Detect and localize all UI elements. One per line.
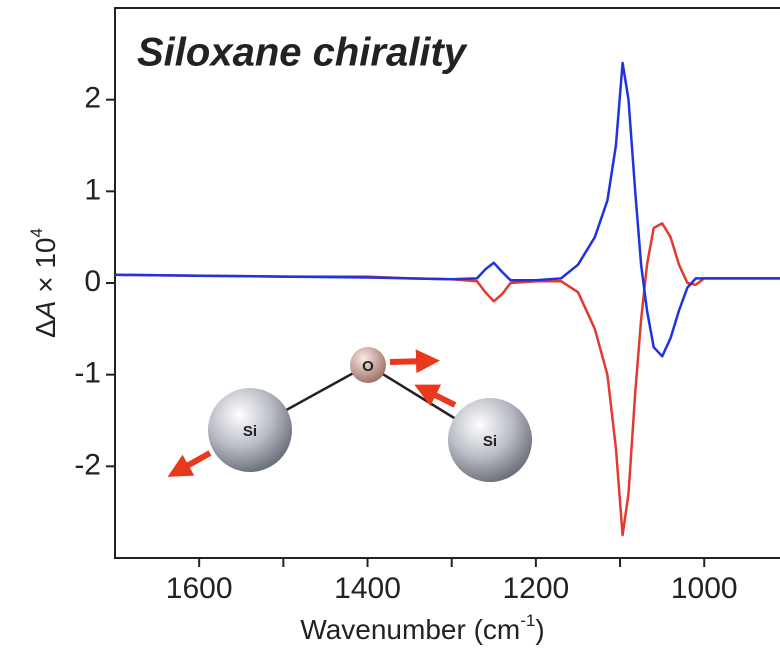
atom-label: Si — [483, 433, 497, 450]
molecule: Si O Si — [167, 347, 532, 482]
y-axis-label: ΔA × 104 — [27, 228, 61, 338]
y-axis-label-part: 4 — [27, 228, 46, 237]
atom-label: O — [362, 358, 374, 375]
x-axis-label-part: -1 — [520, 611, 535, 630]
y-axis-label-part: A — [30, 301, 61, 322]
y-tick-label: 0 — [84, 265, 101, 298]
x-axis-label-part: ) — [535, 614, 544, 645]
atom — [448, 398, 532, 482]
axis-frame — [114, 7, 780, 559]
x-tick-label: 1000 — [671, 572, 738, 605]
y-tick-label: -2 — [74, 448, 101, 481]
x-tick-label: 1400 — [334, 572, 401, 605]
x-tick-label: 1200 — [503, 572, 570, 605]
y-axis-label-part: × 10 — [30, 238, 61, 301]
spectrum-line — [114, 222, 780, 537]
x-tick-label: 1600 — [166, 572, 233, 605]
y-tick-label: -1 — [74, 357, 101, 390]
atom-label: Si — [243, 423, 257, 440]
y-axis-label-part: Δ — [30, 319, 61, 338]
y-tick-label: 1 — [84, 173, 101, 206]
arrow — [389, 349, 440, 374]
arrow — [414, 384, 457, 408]
arrow — [167, 450, 212, 477]
spectrum-line — [114, 61, 780, 358]
x-axis-label: Wavenumber (cm-1) — [300, 611, 544, 645]
chart-title: Siloxane chirality — [137, 31, 468, 75]
atom — [350, 347, 386, 383]
y-tick-label: 2 — [84, 82, 101, 115]
atom — [208, 388, 292, 472]
x-axis-label-part: Wavenumber (cm — [300, 614, 520, 645]
